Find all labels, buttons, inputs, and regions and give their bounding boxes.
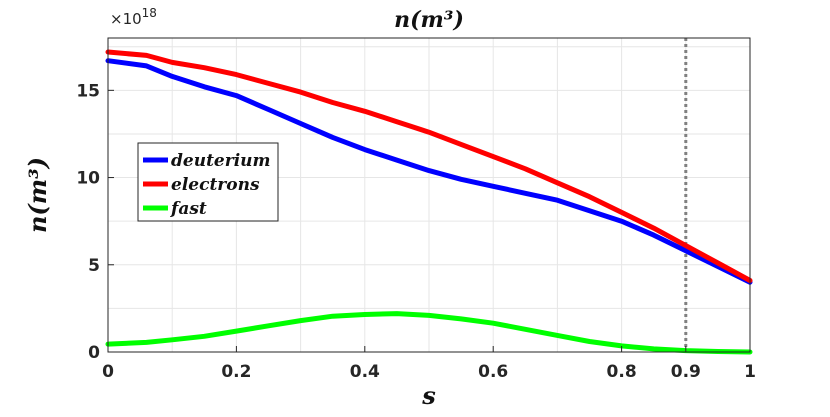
y-exponent-power: 18 — [142, 6, 157, 20]
x-tick-labels: 0 0.2 0.4 0.6 0.8 0.9 1 — [102, 346, 756, 382]
x-tick-label: 0.2 — [221, 362, 251, 382]
x-tick-label: 0.4 — [350, 362, 380, 382]
legend-label-electrons: electrons — [171, 175, 260, 195]
y-exponent-label: ×1018 — [110, 6, 157, 28]
chart-title: n(m³) — [394, 7, 464, 33]
y-tick-label: 0 — [88, 343, 100, 363]
series-line-fast — [105, 311, 753, 355]
plot-frame — [107, 37, 751, 353]
legend-label-fast: fast — [170, 199, 207, 219]
legend-label-deuterium: deuterium — [171, 151, 271, 171]
x-tick-label: 1 — [744, 362, 756, 382]
x-tick-label: 0.9 — [671, 362, 701, 382]
series-line-deuterium — [105, 58, 753, 285]
x-axis-label: s — [421, 381, 436, 410]
series-line-electrons — [105, 49, 753, 283]
series-lines — [105, 49, 753, 355]
y-tick-label: 5 — [88, 256, 100, 276]
y-axis-label: n(m³) — [23, 157, 52, 233]
y-tick-labels: 0 5 10 15 — [76, 81, 114, 363]
x-tick-label: 0 — [102, 362, 114, 382]
x-tick-label: 0.8 — [607, 362, 637, 382]
y-tick-label: 15 — [76, 81, 100, 101]
legend: deuterium electrons fast — [137, 142, 279, 222]
y-tick-label: 10 — [76, 169, 100, 189]
x-tick-label: 0.6 — [478, 362, 508, 382]
